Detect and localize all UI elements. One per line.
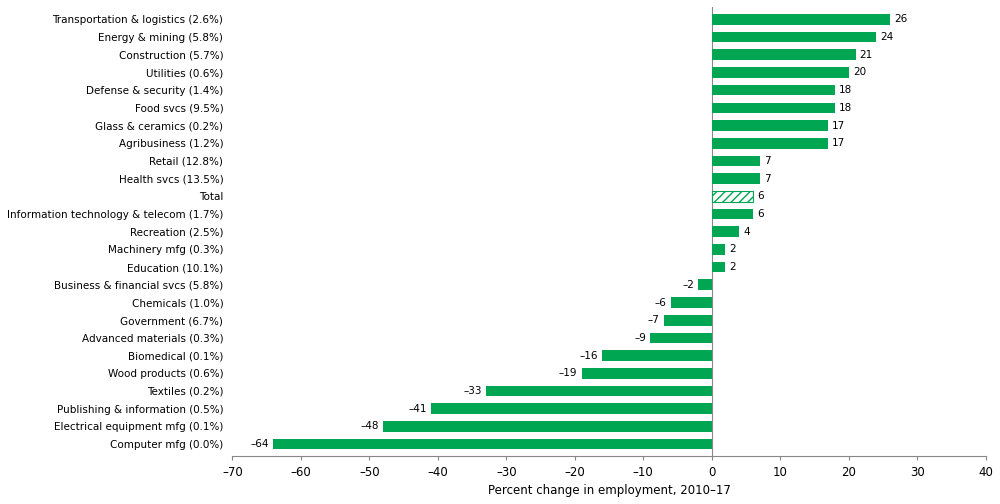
Bar [486,386,712,396]
Bar [712,49,856,60]
Bar [431,403,712,414]
Bar [712,226,739,237]
Bar [712,67,849,78]
Text: –41: –41 [408,404,427,414]
Bar [383,421,712,432]
Bar [698,280,712,290]
Bar [712,85,835,95]
Bar [712,156,760,166]
Text: –19: –19 [559,368,577,379]
Text: 20: 20 [853,68,866,78]
Text: 2: 2 [730,244,736,255]
Text: –9: –9 [634,333,646,343]
Text: 18: 18 [839,103,852,113]
Text: –16: –16 [580,351,598,360]
Text: –2: –2 [682,280,694,290]
Text: –7: –7 [648,315,660,325]
Bar [712,244,725,255]
Bar [671,297,712,308]
Text: –48: –48 [360,421,379,431]
Bar [712,120,828,131]
Bar [712,32,876,42]
Text: 24: 24 [880,32,893,42]
Text: 2: 2 [730,262,736,272]
Bar [712,173,760,184]
Bar [712,262,725,273]
Bar [650,333,712,343]
Text: 6: 6 [757,192,764,201]
Bar [602,350,712,361]
Text: 18: 18 [839,85,852,95]
Text: –33: –33 [463,386,482,396]
Text: 7: 7 [764,156,770,166]
Text: 26: 26 [894,14,907,24]
Text: 6: 6 [757,209,764,219]
Text: 4: 4 [743,227,750,237]
Text: –64: –64 [251,439,269,449]
Bar [712,138,828,149]
Bar [712,209,753,219]
Text: 21: 21 [860,50,873,60]
Bar [582,368,712,379]
Text: 7: 7 [764,173,770,183]
Bar [664,315,712,326]
Text: 17: 17 [832,138,845,148]
Text: –6: –6 [655,297,667,307]
Bar [273,439,712,450]
Bar [712,14,890,25]
Bar [712,102,835,113]
Bar [712,191,753,202]
Text: 17: 17 [832,120,845,131]
X-axis label: Percent change in employment, 2010–17: Percent change in employment, 2010–17 [488,484,730,497]
